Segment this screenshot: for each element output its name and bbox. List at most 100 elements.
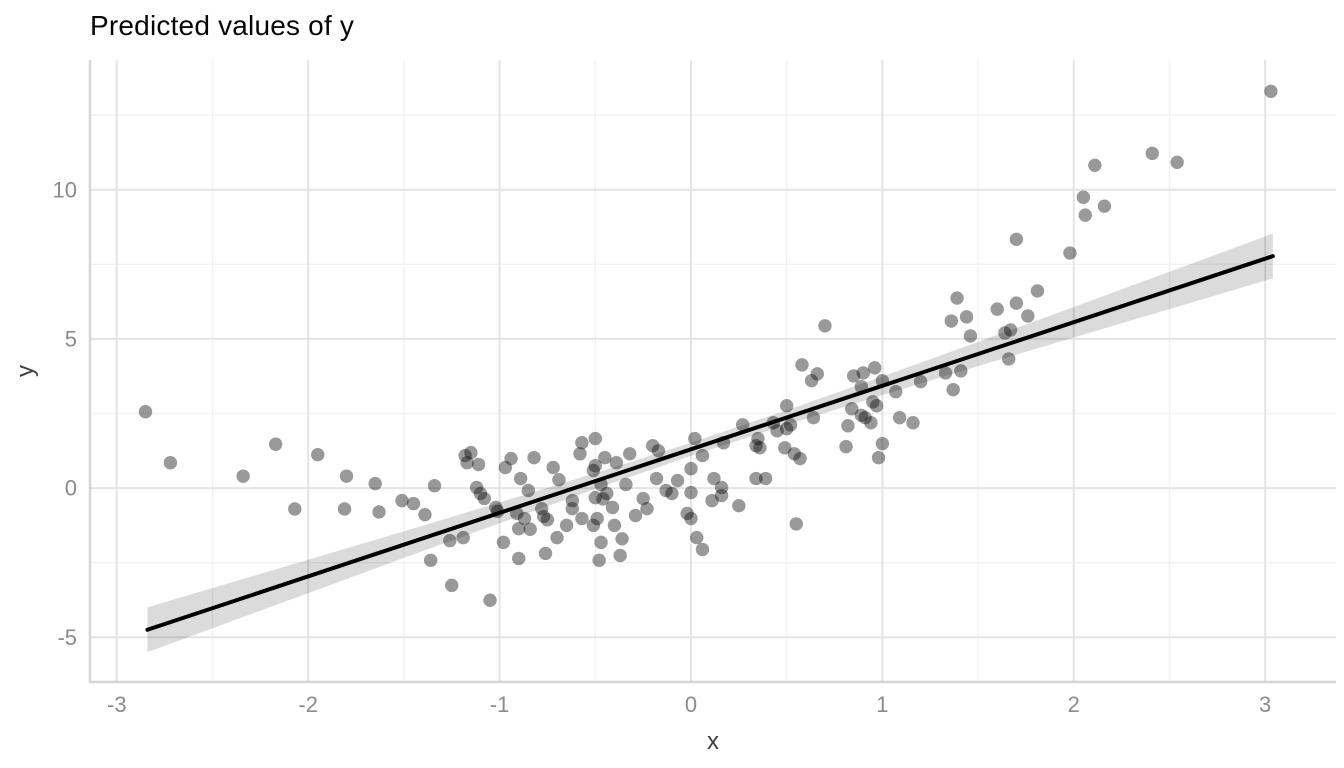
data-point <box>464 445 478 460</box>
data-point <box>858 410 872 425</box>
data-point <box>1097 199 1112 213</box>
data-point <box>615 532 629 546</box>
data-point <box>565 501 580 516</box>
data-point <box>990 302 1004 316</box>
data-point <box>550 530 564 545</box>
data-point <box>659 483 673 498</box>
data-point <box>954 364 968 378</box>
data-point <box>866 395 880 409</box>
data-point <box>690 530 704 545</box>
data-point <box>1009 232 1024 246</box>
data-point <box>906 416 920 430</box>
data-point <box>871 450 886 465</box>
data-point <box>1003 323 1018 337</box>
data-point <box>483 593 497 607</box>
data-point <box>406 496 421 511</box>
data-point <box>732 498 746 513</box>
y-tick-label: 10 <box>53 177 77 202</box>
data-point <box>868 361 882 375</box>
data-point <box>779 422 794 436</box>
data-point <box>596 492 610 506</box>
data-point <box>963 329 978 343</box>
data-point <box>944 314 958 328</box>
data-point <box>938 366 953 380</box>
data-point <box>839 439 853 454</box>
data-point <box>559 518 574 533</box>
data-point <box>573 447 587 461</box>
data-point <box>540 513 555 527</box>
data-point <box>804 373 819 388</box>
data-point <box>443 533 457 548</box>
x-axis-title: x <box>707 728 719 755</box>
data-point <box>688 431 702 446</box>
data-point <box>651 444 666 458</box>
data-point <box>950 291 964 305</box>
data-point <box>684 485 698 500</box>
data-point <box>684 462 698 476</box>
data-point <box>138 405 153 419</box>
data-point <box>864 416 878 430</box>
data-point <box>565 493 580 508</box>
data-point <box>680 506 694 521</box>
data-point <box>946 382 960 397</box>
regression-line <box>145 254 1275 632</box>
data-point <box>998 326 1012 340</box>
data-point <box>368 476 382 491</box>
data-point <box>337 502 352 516</box>
data-point <box>753 441 767 455</box>
data-point <box>588 490 602 505</box>
data-point <box>592 553 606 567</box>
data-point <box>628 508 643 523</box>
data-point <box>598 450 612 465</box>
data-point <box>856 366 870 380</box>
y-tick-label: 0 <box>65 476 77 501</box>
data-point <box>640 501 654 516</box>
y-tick-label: 5 <box>65 326 77 351</box>
data-point <box>504 451 518 466</box>
data-point <box>636 491 650 506</box>
data-point <box>552 473 566 487</box>
data-point <box>1264 84 1278 99</box>
data-point <box>534 501 549 516</box>
data-point <box>575 436 589 450</box>
y-tick-label: -5 <box>57 625 77 650</box>
data-point <box>787 447 802 461</box>
data-point <box>477 491 491 506</box>
data-point <box>846 369 861 383</box>
x-tick-label: 0 <box>685 692 697 717</box>
x-tick-label: 2 <box>1068 692 1080 717</box>
data-point <box>489 500 503 515</box>
data-point <box>513 471 528 486</box>
data-point <box>512 551 526 566</box>
data-point <box>594 535 608 550</box>
data-point <box>395 493 409 508</box>
data-point <box>458 448 472 463</box>
data-point <box>892 410 907 425</box>
data-point <box>600 486 614 501</box>
data-point <box>806 410 821 425</box>
data-point <box>512 521 526 536</box>
data-point <box>889 385 903 399</box>
data-point <box>498 460 513 475</box>
x-tick-label: -3 <box>107 692 127 717</box>
data-point <box>707 471 721 486</box>
data-point <box>163 456 178 470</box>
data-point <box>521 483 536 498</box>
data-point <box>1009 296 1024 310</box>
data-point <box>605 500 620 515</box>
data-point <box>523 522 537 536</box>
data-point <box>527 450 541 465</box>
data-point <box>268 437 283 451</box>
data-point <box>783 418 798 432</box>
data-point <box>1063 246 1077 260</box>
data-point <box>496 535 511 550</box>
data-point <box>469 480 484 495</box>
data-point <box>546 460 560 475</box>
data-point <box>586 518 601 533</box>
x-tick-label: -2 <box>298 692 318 717</box>
data-point <box>427 479 442 493</box>
data-point <box>588 459 602 473</box>
data-point <box>779 399 794 413</box>
